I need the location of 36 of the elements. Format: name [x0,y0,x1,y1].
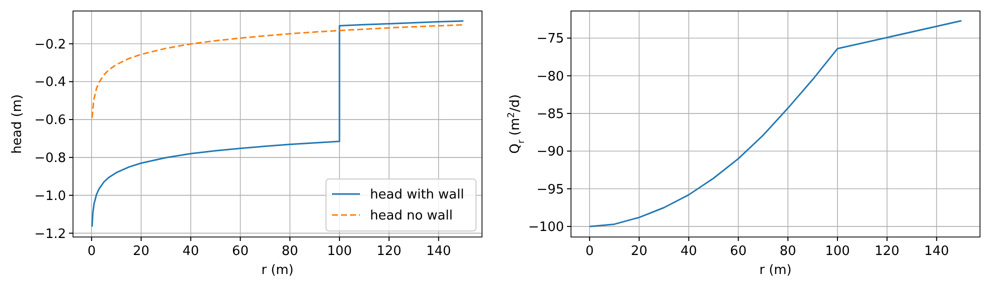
y-tick-label: −0.6 [34,113,66,128]
y-tick-label: −1.0 [34,188,66,204]
x-tick-label: 0 [87,244,96,259]
x-tick-label: 100 [327,244,352,259]
line-series [588,20,962,228]
y-tick-label: −0.2 [34,37,66,52]
x-tick-label: 40 [182,244,200,259]
y-tick-label: −75 [536,32,564,47]
x-tick-label: 0 [585,244,594,259]
y-tick-label: −95 [536,182,564,198]
x-tick-label: 60 [232,244,249,259]
x-tick-label: 140 [924,244,950,259]
y-tick-label: −0.8 [34,150,66,166]
y-tick-label: −90 [536,144,564,160]
x-tick-label: 80 [780,244,796,259]
y-tick-label: −100 [528,220,564,236]
x-axis-title: r (m) [261,263,294,278]
y-tick-label: −1.2 [34,226,66,242]
x-tick-label: 80 [282,244,298,259]
y-tick-label: −85 [536,107,564,122]
x-tick-label: 120 [376,244,402,259]
line-series [91,20,464,228]
y-axis-title: head (m) [10,94,25,154]
x-tick-label: 40 [680,244,698,259]
x-tick-label: 120 [874,244,900,259]
y-tick-label: −80 [536,69,564,84]
x-tick-label: 140 [426,244,452,259]
line-series [91,24,464,118]
legend-label: head no wall [370,208,453,224]
y-tick-label: −0.4 [34,75,66,90]
x-tick-label: 20 [630,244,648,259]
x-axis-title: r (m) [759,263,792,278]
x-tick-label: 60 [730,244,747,259]
x-tick-label: 100 [825,244,850,259]
legend-label: head with wall [370,188,464,203]
x-tick-label: 20 [132,244,150,259]
